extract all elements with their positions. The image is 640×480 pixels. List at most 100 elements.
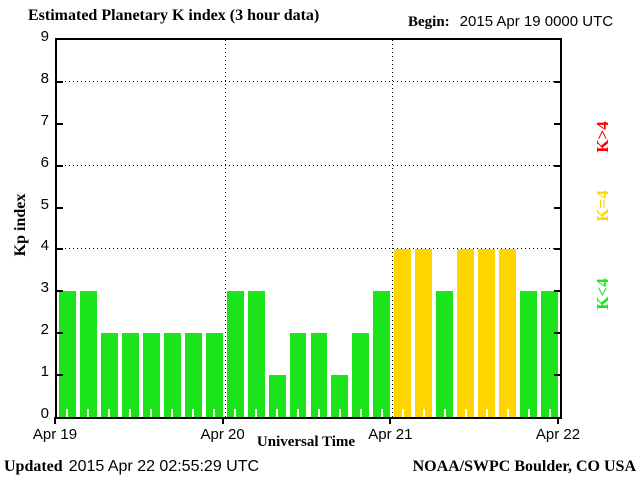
kp-bar — [100, 333, 118, 417]
x-minor-tick — [548, 409, 551, 417]
kp-bar — [457, 249, 475, 417]
x-minor-tick — [234, 409, 237, 417]
chart-title: Estimated Planetary K index (3 hour data… — [28, 7, 320, 24]
y-tick-right — [554, 164, 560, 167]
kp-bar — [142, 333, 160, 417]
x-minor-tick — [485, 409, 488, 417]
x-axis-title: Universal Time — [256, 434, 356, 450]
x-day-label: Apr 19 — [32, 426, 78, 443]
y-tick-right — [554, 248, 560, 251]
kp-bar — [520, 291, 538, 417]
legend-item-k-lt-4: K<4 — [593, 278, 612, 310]
x-minor-tick — [87, 409, 90, 417]
kp-bar — [415, 249, 433, 417]
y-tick-left — [57, 206, 63, 209]
x-minor-tick — [401, 409, 404, 417]
updated-label: Updated — [4, 458, 63, 475]
y-tick-left — [57, 164, 63, 167]
y-tick-left — [57, 80, 63, 83]
begin-line: Begin: 2015 Apr 19 0000 UTC — [408, 13, 613, 31]
updated-value: 2015 Apr 22 02:55:29 UTC — [68, 458, 260, 475]
x-minor-tick — [527, 409, 530, 417]
x-minor-tick — [297, 409, 300, 417]
kp-bar — [247, 291, 265, 417]
gridline-kp-4 — [57, 248, 560, 250]
x-major-tick — [557, 417, 559, 424]
kp-bar — [478, 249, 496, 417]
plot-area — [55, 38, 562, 419]
x-minor-tick — [108, 409, 111, 417]
y-tick-label: 8 — [40, 69, 49, 87]
y-tick-label: 9 — [40, 28, 49, 45]
day-boundary-line — [392, 40, 393, 417]
begin-value: 2015 Apr 19 0000 UTC — [459, 13, 614, 30]
y-tick-left — [57, 332, 63, 335]
y-axis-title: Kp index — [12, 193, 29, 257]
day-boundary-line — [225, 40, 226, 417]
y-tick-left — [57, 122, 63, 125]
kp-bar — [394, 249, 412, 417]
x-minor-tick — [506, 409, 509, 417]
updated-timestamp: Updated 2015 Apr 22 02:55:29 UTC — [4, 458, 259, 476]
x-major-tick — [389, 417, 392, 424]
x-minor-tick — [422, 409, 425, 417]
y-tick-label: 3 — [40, 279, 49, 297]
x-minor-tick — [66, 409, 69, 417]
y-tick-right — [554, 80, 560, 83]
y-tick-label: 1 — [40, 363, 49, 381]
y-tick-left — [57, 290, 63, 293]
kp-bar — [289, 333, 307, 417]
kp-bar — [436, 291, 454, 417]
x-minor-tick — [255, 409, 258, 417]
kp-bar — [184, 333, 202, 417]
y-tick-left — [57, 374, 63, 377]
y-tick-label: 5 — [40, 195, 49, 213]
kp-bar — [310, 333, 328, 417]
y-tick-right — [554, 332, 560, 335]
kp-bar — [499, 249, 517, 417]
gridline-kp-6 — [57, 164, 560, 166]
y-tick-right — [554, 206, 560, 209]
kp-bar — [163, 333, 181, 417]
legend-item-k-eq-4: K=4 — [593, 190, 612, 222]
x-minor-tick — [443, 409, 446, 417]
legend-item-k-gt-4: K>4 — [593, 121, 612, 153]
x-day-label: Apr 21 — [368, 426, 413, 443]
x-minor-tick — [129, 409, 132, 417]
y-tick-label: 7 — [40, 111, 49, 129]
y-tick-label: 0 — [40, 405, 49, 422]
kp-bar — [121, 333, 139, 417]
x-major-tick — [54, 417, 56, 424]
source-attribution: NOAA/SWPC Boulder, CO USA — [412, 458, 636, 475]
x-minor-tick — [276, 409, 279, 417]
y-tick-label: 2 — [40, 321, 49, 339]
y-tick-right — [554, 290, 560, 293]
y-tick-right — [554, 122, 560, 125]
kp-bar — [59, 291, 76, 417]
x-minor-tick — [192, 409, 195, 417]
kp-bar — [541, 291, 558, 417]
kp-bar — [373, 291, 391, 417]
x-minor-tick — [317, 409, 320, 417]
x-minor-tick — [213, 409, 216, 417]
x-minor-tick — [464, 409, 467, 417]
y-tick-left — [57, 248, 63, 251]
x-minor-tick — [359, 409, 362, 417]
begin-label: Begin: — [408, 14, 450, 30]
y-tick-label: 6 — [40, 153, 49, 171]
kp-bar — [79, 291, 97, 417]
x-day-label: Apr 20 — [200, 426, 245, 443]
kp-bar — [352, 333, 370, 417]
x-major-tick — [221, 417, 224, 424]
kp-bar — [268, 375, 286, 417]
kp-bar — [226, 291, 244, 417]
y-tick-label: 4 — [40, 237, 49, 255]
kp-bar — [331, 375, 349, 417]
x-minor-tick — [150, 409, 153, 417]
gridline-kp-8 — [57, 80, 560, 82]
x-day-label: Apr 22 — [535, 426, 581, 443]
y-tick-right — [554, 374, 560, 377]
x-minor-tick — [338, 409, 341, 417]
x-minor-tick — [380, 409, 383, 417]
